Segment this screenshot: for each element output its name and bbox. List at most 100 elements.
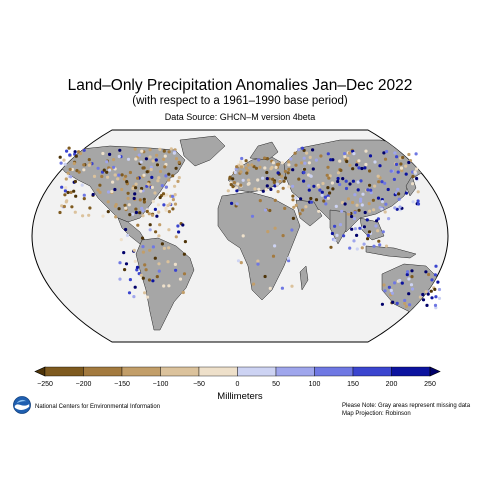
station-dot — [235, 202, 239, 206]
station-dot — [143, 263, 147, 267]
station-dot — [308, 174, 313, 178]
station-dot — [334, 204, 338, 208]
station-dot — [359, 199, 363, 203]
station-dot — [437, 296, 442, 300]
station-dot — [392, 177, 396, 181]
station-dot — [343, 202, 347, 206]
station-dot — [142, 197, 146, 201]
station-dot — [181, 290, 185, 295]
station-dot — [326, 186, 330, 190]
station-dot — [411, 182, 415, 186]
station-dot — [366, 237, 370, 241]
colorbar-tick-label: 0 — [236, 381, 240, 388]
station-dot — [82, 197, 86, 201]
station-dot — [82, 168, 86, 172]
station-dot — [124, 174, 128, 178]
station-dot — [69, 175, 73, 179]
station-dot — [181, 223, 185, 227]
station-dot — [140, 186, 144, 191]
organization-name: National Centers for Environmental Infor… — [35, 404, 161, 410]
station-dot — [173, 184, 177, 188]
station-dot — [387, 285, 391, 289]
station-dot — [167, 246, 171, 250]
station-dot — [136, 223, 140, 227]
station-dot — [407, 277, 411, 281]
colorbar-tick-label: 250 — [424, 381, 436, 388]
station-dot — [120, 173, 124, 177]
station-dot — [141, 209, 145, 213]
station-dot — [132, 248, 136, 252]
station-dot — [333, 238, 337, 242]
station-dot — [133, 259, 137, 263]
colorbar-segment — [314, 366, 354, 377]
station-dot — [68, 153, 72, 157]
station-dot — [158, 169, 163, 174]
station-dot — [294, 196, 298, 200]
station-dot — [411, 170, 415, 174]
station-dot — [167, 150, 171, 154]
station-dot — [350, 214, 354, 219]
station-dot — [355, 163, 359, 167]
station-dot — [339, 168, 343, 172]
station-dot — [173, 262, 177, 266]
projection-note: Map Projection: Robinson — [342, 411, 411, 417]
station-dot — [133, 192, 137, 196]
station-dot — [396, 187, 400, 191]
station-dot — [64, 186, 68, 190]
station-dot — [105, 160, 109, 164]
station-dot — [283, 206, 287, 210]
station-dot — [307, 184, 311, 188]
station-dot — [346, 197, 351, 201]
station-dot — [149, 167, 153, 172]
station-dot — [280, 174, 284, 178]
station-dot — [256, 259, 260, 263]
station-dot — [250, 163, 254, 167]
colorbar-segment — [275, 366, 315, 377]
station-dot — [363, 166, 367, 170]
station-dot — [80, 183, 84, 187]
station-dot — [253, 187, 257, 191]
colorbar-arrow-low — [34, 366, 46, 377]
indonesia — [365, 245, 417, 259]
station-dot — [117, 154, 121, 159]
station-dot — [263, 274, 267, 279]
station-dot — [430, 296, 434, 300]
station-dot — [171, 194, 175, 198]
station-dot — [142, 166, 146, 170]
station-dot — [116, 177, 120, 181]
station-dot — [169, 147, 173, 151]
station-dot — [384, 244, 389, 248]
station-dot — [111, 180, 115, 184]
station-dot — [273, 244, 277, 248]
colorbar-tick-label: −200 — [76, 381, 92, 388]
station-dot — [77, 150, 81, 154]
station-dot — [374, 224, 378, 228]
station-dot — [365, 218, 369, 222]
station-dot — [436, 280, 440, 284]
station-dot — [134, 157, 138, 161]
station-dot — [302, 156, 306, 160]
station-dot — [106, 200, 110, 204]
station-dot — [381, 230, 385, 234]
station-dot — [230, 201, 234, 205]
station-dot — [395, 301, 399, 305]
station-dot — [114, 215, 118, 219]
station-dot — [244, 159, 248, 163]
station-dot — [302, 167, 307, 171]
station-dot — [125, 180, 129, 184]
station-dot — [404, 172, 408, 176]
station-dot — [172, 151, 176, 155]
station-dot — [314, 158, 318, 162]
station-dot — [287, 163, 291, 167]
station-dot — [174, 157, 179, 161]
station-dot — [241, 178, 245, 182]
station-dot — [127, 203, 131, 207]
station-dot — [128, 170, 132, 175]
station-dot — [88, 206, 92, 210]
station-dot — [269, 167, 273, 171]
station-dot — [276, 171, 280, 175]
station-dot — [364, 162, 368, 167]
station-dot — [360, 166, 364, 171]
colorbar-segment — [121, 366, 161, 377]
station-dot — [258, 165, 262, 169]
